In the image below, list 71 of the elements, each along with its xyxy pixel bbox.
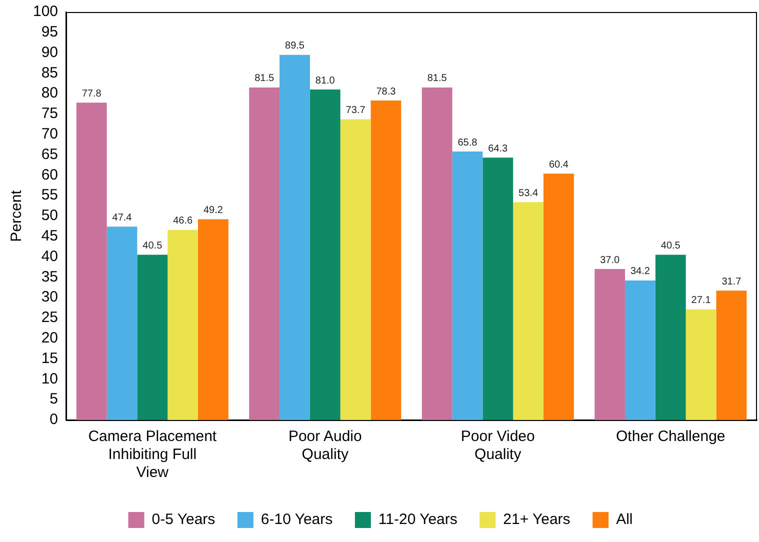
bar [76,102,107,420]
y-tick-label: 90 [41,44,58,61]
y-tick-label: 75 [41,105,58,122]
legend-label: 6-10 Years [260,511,333,528]
bar [198,219,228,420]
x-tick-label: Other Challenge [616,428,726,446]
y-tick-label: 10 [41,370,58,388]
bar [422,87,452,420]
data-label: 81.0 [315,75,336,86]
bar [716,290,747,420]
y-tick-label: 65 [41,146,58,163]
bar [310,90,340,420]
y-tick-label: 95 [41,24,58,41]
data-label: 81.5 [254,73,275,84]
y-tick-label: 50 [41,207,58,224]
x-tick-label: Poor Video Quality [460,428,535,464]
data-label: 65.8 [458,137,478,148]
data-label: 77.8 [82,88,102,100]
data-label: 60.4 [548,159,569,170]
data-label: 31.7 [722,276,742,288]
y-axis-title: Percent [8,189,26,242]
data-label: 64.3 [488,143,508,154]
y-tick-label: 40 [41,248,58,265]
y-tick-label: 15 [41,350,58,367]
bar [543,174,574,420]
bar [370,100,402,420]
y-tick-label: 85 [41,64,58,82]
data-label: 81.5 [427,73,448,84]
y-tick-label: 55 [41,186,58,204]
bar [249,87,280,420]
legend-label: 0-5 Years [152,511,216,528]
y-tick-label: 70 [41,126,58,143]
data-label: 49.2 [203,205,224,216]
data-label: 78.3 [376,86,396,98]
y-tick-label: 0 [50,411,58,428]
bar [625,280,656,420]
bar [137,254,168,420]
x-tick-label: Camera Placement Inhibiting Full View [88,428,218,482]
bar [452,152,483,420]
y-tick-label: 25 [41,309,58,326]
y-tick-label: 45 [41,228,58,245]
y-tick-label: 35 [41,268,58,286]
bar [686,309,716,420]
y-tick-label: 60 [41,166,58,184]
data-label: 73.7 [346,105,366,116]
bar [168,230,198,420]
y-tick-label: 20 [41,330,58,347]
data-label: 46.6 [173,216,193,227]
data-label: 37.0 [600,254,620,266]
y-tick-label: 30 [41,288,58,306]
x-tick-label: Poor Audio Quality [288,428,362,464]
data-label: 89.5 [285,40,305,52]
legend-label: 11-20 Years [378,511,458,528]
legend-label: All [616,511,633,528]
data-label: 47.4 [112,212,132,224]
y-tick-label: 100 [32,3,58,20]
data-label: 40.5 [142,240,163,252]
bar [106,226,138,420]
y-tick-label: 80 [41,84,58,102]
y-tick-label: 5 [50,390,58,408]
bar [482,158,514,420]
bar [655,254,686,420]
bar [594,269,626,420]
bar [340,119,371,420]
data-label: 34.2 [630,266,650,278]
data-label: 40.5 [660,240,681,252]
legend-label: 21+ Years [503,511,570,528]
bar [513,202,544,420]
data-label: 53.4 [518,188,538,199]
data-label: 27.1 [691,295,712,306]
bar [280,54,310,420]
